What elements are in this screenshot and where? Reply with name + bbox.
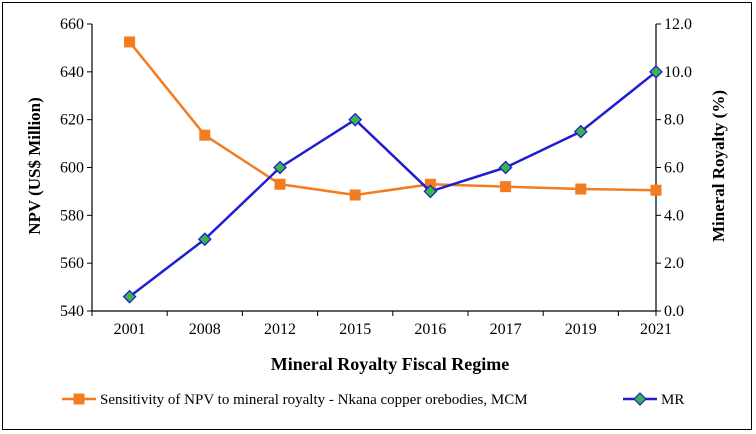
y-left-tick-label: 620 — [60, 112, 84, 129]
y-right-tick-label: 10.0 — [664, 64, 692, 81]
data-point-square — [199, 129, 211, 141]
x-tick-label: 2015 — [339, 321, 371, 338]
chart-frame — [2, 2, 752, 430]
x-tick-label: 2021 — [640, 321, 672, 338]
series-mr — [122, 64, 663, 304]
x-axis-title: Mineral Royalty Fiscal Regime — [271, 354, 509, 374]
series-layer — [122, 36, 663, 304]
series-npv — [124, 36, 662, 201]
y-right-tick-label: 8.0 — [664, 112, 684, 129]
y-left-tick-label: 660 — [60, 16, 84, 33]
data-point-diamond — [573, 124, 588, 139]
x-tick-label: 2012 — [264, 321, 296, 338]
x-tick-label: 2019 — [565, 321, 597, 338]
x-tick-label: 2016 — [414, 321, 446, 338]
legend: Sensitivity of NPV to mineral royalty - … — [62, 392, 684, 408]
data-point-diamond — [348, 112, 363, 127]
y-left-tick-label: 640 — [60, 64, 84, 81]
y-right-tick-label: 2.0 — [664, 255, 684, 272]
labels: NPV (US$ Million) Mineral Royalty (%) Mi… — [25, 90, 728, 374]
y-right-tick-label: 6.0 — [664, 160, 684, 177]
data-point-square — [500, 181, 512, 193]
data-point-square — [349, 189, 361, 201]
y-axis-left-title: NPV (US$ Million) — [25, 97, 44, 235]
data-point-diamond — [273, 160, 287, 175]
y-right-tick-label: 4.0 — [664, 207, 684, 224]
legend-npv-marker — [73, 393, 85, 405]
legend-npv-label: Sensitivity of NPV to mineral royalty - … — [100, 392, 528, 408]
data-point-diamond — [498, 160, 513, 175]
legend-mr-label: MR — [661, 392, 684, 408]
x-tick-label: 2008 — [189, 321, 221, 338]
y-left-tick-label: 600 — [60, 160, 84, 177]
data-point-square — [575, 183, 587, 195]
data-point-square — [424, 178, 436, 190]
series-line — [128, 41, 657, 197]
data-point-square — [124, 36, 136, 48]
y-left-tick-label: 580 — [60, 207, 84, 224]
data-point-diamond — [649, 64, 663, 79]
data-point-diamond — [122, 289, 137, 304]
axes: 540 560 580 600 620 640 660 0.0 2.0 4.0 6.0 8.0 10.0… — [60, 16, 692, 338]
data-point-square — [274, 178, 286, 190]
series-line — [128, 70, 657, 298]
legend-item-mr: MR — [623, 392, 684, 408]
x-tick-label: 2001 — [114, 321, 146, 338]
legend-item-npv: Sensitivity of NPV to mineral royalty - … — [62, 392, 528, 408]
y-right-tick-label: 0.0 — [664, 303, 684, 320]
y-left-tick-label: 560 — [60, 255, 84, 272]
y-right-tick-label: 12.0 — [664, 16, 692, 33]
data-point-diamond — [423, 184, 438, 199]
data-point-diamond — [197, 232, 212, 247]
y-left-tick-label: 540 — [60, 303, 84, 320]
x-tick-label: 2017 — [490, 321, 522, 338]
y-axis-right-title: Mineral Royalty (%) — [709, 90, 728, 242]
legend-mr-marker — [633, 392, 647, 406]
data-point-square — [650, 184, 662, 196]
